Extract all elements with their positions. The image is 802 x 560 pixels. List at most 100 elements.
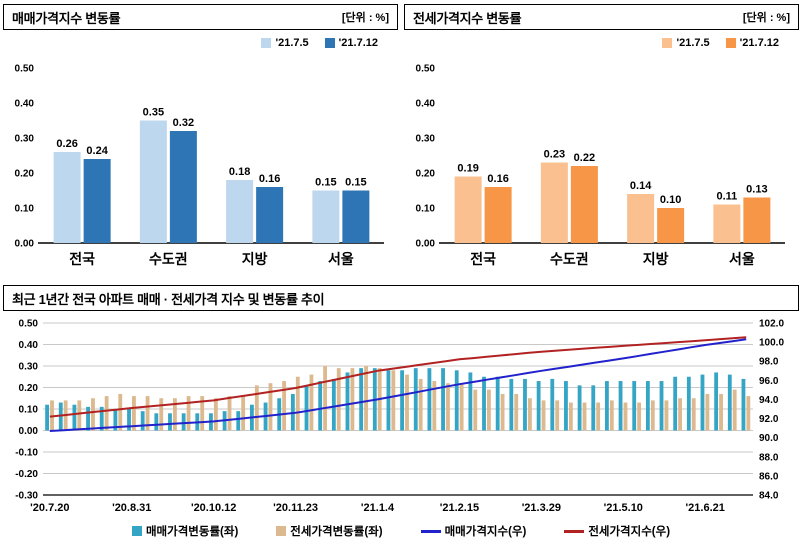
svg-text:0.00: 0.00 <box>15 239 35 250</box>
svg-text:'20.11.23: '20.11.23 <box>273 502 318 514</box>
legend-item: 전세가격변동률(좌) <box>276 523 383 539</box>
svg-text:-0.30: -0.30 <box>15 491 38 502</box>
sale-unit-label: [단위 : %] <box>341 12 389 24</box>
svg-text:90.0: 90.0 <box>759 433 779 444</box>
legend-item: 매매가격지수(우) <box>420 523 527 539</box>
svg-text:0.20: 0.20 <box>19 383 39 394</box>
svg-text:0.40: 0.40 <box>15 99 35 110</box>
svg-text:84.0: 84.0 <box>759 491 779 502</box>
svg-text:전국: 전국 <box>69 251 95 267</box>
trend-line-series-1 <box>49 336 747 418</box>
legend-label: 전세가격변동률(좌) <box>290 526 383 538</box>
legend-color-swatch <box>662 38 673 48</box>
jeonse-panel-title: 전세가격지수 변동률 <box>413 10 522 26</box>
svg-text:0.30: 0.30 <box>416 134 436 145</box>
svg-text:0.10: 0.10 <box>660 194 681 206</box>
trend-chart-legend: 매매가격변동률(좌) 전세가격변동률(좌) 매매가격지수(우) 전세가격지수(우) <box>3 523 799 539</box>
svg-text:-0.10: -0.10 <box>15 448 38 459</box>
legend-color-swatch <box>276 526 287 536</box>
legend-label: '21.7.5 <box>275 37 309 49</box>
svg-text:0.24: 0.24 <box>86 145 108 157</box>
sale-bar-chart: 0.00 0.10 0.20 0.30 0.40 0.50 0.26 0.35 0.18 0.15… <box>15 64 384 267</box>
legend-label: 전세가격지수(우) <box>588 526 671 538</box>
top-row: 매매가격지수 변동률 [단위 : %] '21.7.5 '21.7.12 0.00… <box>3 4 799 277</box>
svg-text:0.15: 0.15 <box>315 177 336 189</box>
svg-text:98.0: 98.0 <box>759 357 779 368</box>
bar-series-1 <box>83 131 370 243</box>
svg-text:지방: 지방 <box>643 251 669 267</box>
bar-series-0 <box>53 120 340 243</box>
svg-text:지방: 지방 <box>242 251 268 267</box>
svg-text:0.30: 0.30 <box>19 362 39 373</box>
svg-text:전국: 전국 <box>470 251 496 267</box>
svg-text:'21.1.4: '21.1.4 <box>361 502 395 514</box>
svg-text:0.10: 0.10 <box>416 204 436 215</box>
legend-label: 매매가격변동률(좌) <box>145 526 239 538</box>
svg-text:0.40: 0.40 <box>416 99 436 110</box>
svg-text:0.14: 0.14 <box>630 180 652 192</box>
svg-text:'21.5.10: '21.5.10 <box>604 502 643 514</box>
legend-line-swatch <box>420 529 441 533</box>
svg-text:0.20: 0.20 <box>15 169 35 180</box>
svg-text:0.40: 0.40 <box>19 340 39 351</box>
sale-panel-title: 매매가격지수 변동률 <box>12 10 121 26</box>
legend-item: '21.7.5 <box>662 37 710 49</box>
svg-text:수도권: 수도권 <box>149 251 188 267</box>
legend-label: 매매가격지수(우) <box>444 526 527 538</box>
svg-text:92.0: 92.0 <box>759 414 779 425</box>
svg-text:100.0: 100.0 <box>759 338 784 349</box>
svg-text:0.00: 0.00 <box>416 239 436 250</box>
trend-panel: 최근 1년간 전국 아파트 매매 · 전세가격 지수 및 변동률 추이 -0.3… <box>3 285 799 539</box>
svg-text:'21.2.15: '21.2.15 <box>440 502 479 514</box>
svg-text:'20.10.12: '20.10.12 <box>191 502 236 514</box>
legend-item: '21.7.12 <box>725 37 779 49</box>
svg-text:0.15: 0.15 <box>345 177 366 189</box>
jeonse-bar-chart: 0.00 0.10 0.20 0.30 0.40 0.50 0.19 0.23 0.14 0.11… <box>416 64 785 267</box>
svg-text:0.32: 0.32 <box>173 117 194 129</box>
jeonse-unit-label: [단위 : %] <box>742 12 790 24</box>
svg-text:0.23: 0.23 <box>544 149 565 161</box>
trend-panel-title: 최근 1년간 전국 아파트 매매 · 전세가격 지수 및 변동률 추이 <box>12 291 325 307</box>
jeonse-panel-header: 전세가격지수 변동률 [단위 : %] <box>404 4 799 30</box>
svg-text:0.20: 0.20 <box>416 169 436 180</box>
svg-text:0.50: 0.50 <box>15 64 35 75</box>
trend-combo-chart: -0.30 -0.20 -0.10 0.00 0.10 0.20 0.30 0.40 0.50 8… <box>15 319 784 515</box>
legend-label: '21.7.5 <box>676 37 710 49</box>
legend-item: 매매가격변동률(좌) <box>131 523 239 539</box>
svg-text:86.0: 86.0 <box>759 471 779 482</box>
svg-text:서울: 서울 <box>328 251 354 267</box>
bar-series-1 <box>484 166 771 243</box>
trend-line-series-0 <box>49 338 747 432</box>
svg-text:0.00: 0.00 <box>19 426 39 437</box>
legend-line-swatch <box>564 529 585 533</box>
svg-text:'21.3.29: '21.3.29 <box>522 502 561 514</box>
svg-text:서울: 서울 <box>729 251 755 267</box>
svg-text:0.16: 0.16 <box>259 173 280 185</box>
svg-text:-0.20: -0.20 <box>15 469 38 480</box>
svg-text:0.35: 0.35 <box>143 107 164 119</box>
legend-color-swatch <box>725 38 736 48</box>
sale-price-panel: 매매가격지수 변동률 [단위 : %] '21.7.5 '21.7.12 0.00… <box>3 4 398 277</box>
jeonse-chart-legend: '21.7.5 '21.7.12 <box>404 34 779 52</box>
svg-text:0.30: 0.30 <box>15 134 35 145</box>
legend-item: '21.7.5 <box>261 37 309 49</box>
svg-text:'20.8.31: '20.8.31 <box>112 502 151 514</box>
svg-text:94.0: 94.0 <box>759 395 779 406</box>
svg-text:0.13: 0.13 <box>746 184 767 196</box>
svg-text:0.50: 0.50 <box>416 64 436 75</box>
svg-text:0.22: 0.22 <box>574 152 595 164</box>
svg-text:'21.6.21: '21.6.21 <box>686 502 725 514</box>
svg-text:0.50: 0.50 <box>19 319 39 330</box>
legend-color-swatch <box>261 38 272 48</box>
svg-text:0.26: 0.26 <box>56 138 77 150</box>
svg-text:88.0: 88.0 <box>759 452 779 463</box>
svg-text:0.11: 0.11 <box>716 191 737 203</box>
legend-item: '21.7.12 <box>324 37 378 49</box>
svg-text:'20.7.20: '20.7.20 <box>30 502 69 514</box>
svg-text:0.10: 0.10 <box>19 405 39 416</box>
svg-text:0.16: 0.16 <box>487 173 508 185</box>
svg-text:96.0: 96.0 <box>759 376 779 387</box>
svg-text:0.18: 0.18 <box>229 166 250 178</box>
legend-label: '21.7.12 <box>338 37 378 49</box>
